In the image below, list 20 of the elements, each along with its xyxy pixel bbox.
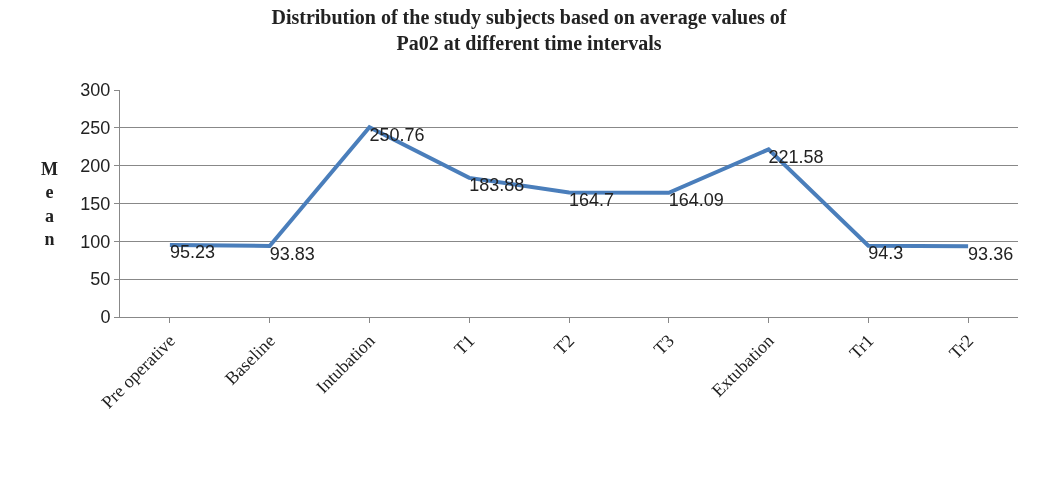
y-tick-label: 200	[80, 155, 111, 176]
y-tick-label: 150	[80, 193, 111, 214]
y-axis-title: Mean	[41, 159, 58, 250]
x-tick-label: T2	[549, 330, 579, 359]
y-tick-label: 50	[90, 269, 111, 290]
data-label: 164.7	[569, 189, 615, 210]
chart-title: Distribution of the study subjects based on average values of Pa02 at different time intervals	[271, 6, 787, 55]
y-tick-label: 300	[80, 80, 111, 101]
y-tick-label: 0	[100, 307, 111, 328]
data-label: 94.3	[868, 243, 904, 264]
y-tick-label: 250	[80, 118, 111, 139]
x-tick-label: Tr2	[945, 330, 978, 363]
data-label: 93.36	[968, 243, 1014, 264]
data-label: 164.09	[668, 190, 724, 211]
x-tick-label: T3	[649, 330, 678, 359]
x-tick-label: Tr1	[845, 330, 878, 363]
data-label: 95.23	[169, 242, 215, 263]
x-tick-label: T1	[450, 330, 479, 359]
y-tick-label: 100	[80, 231, 111, 252]
data-label: 93.83	[269, 243, 315, 264]
